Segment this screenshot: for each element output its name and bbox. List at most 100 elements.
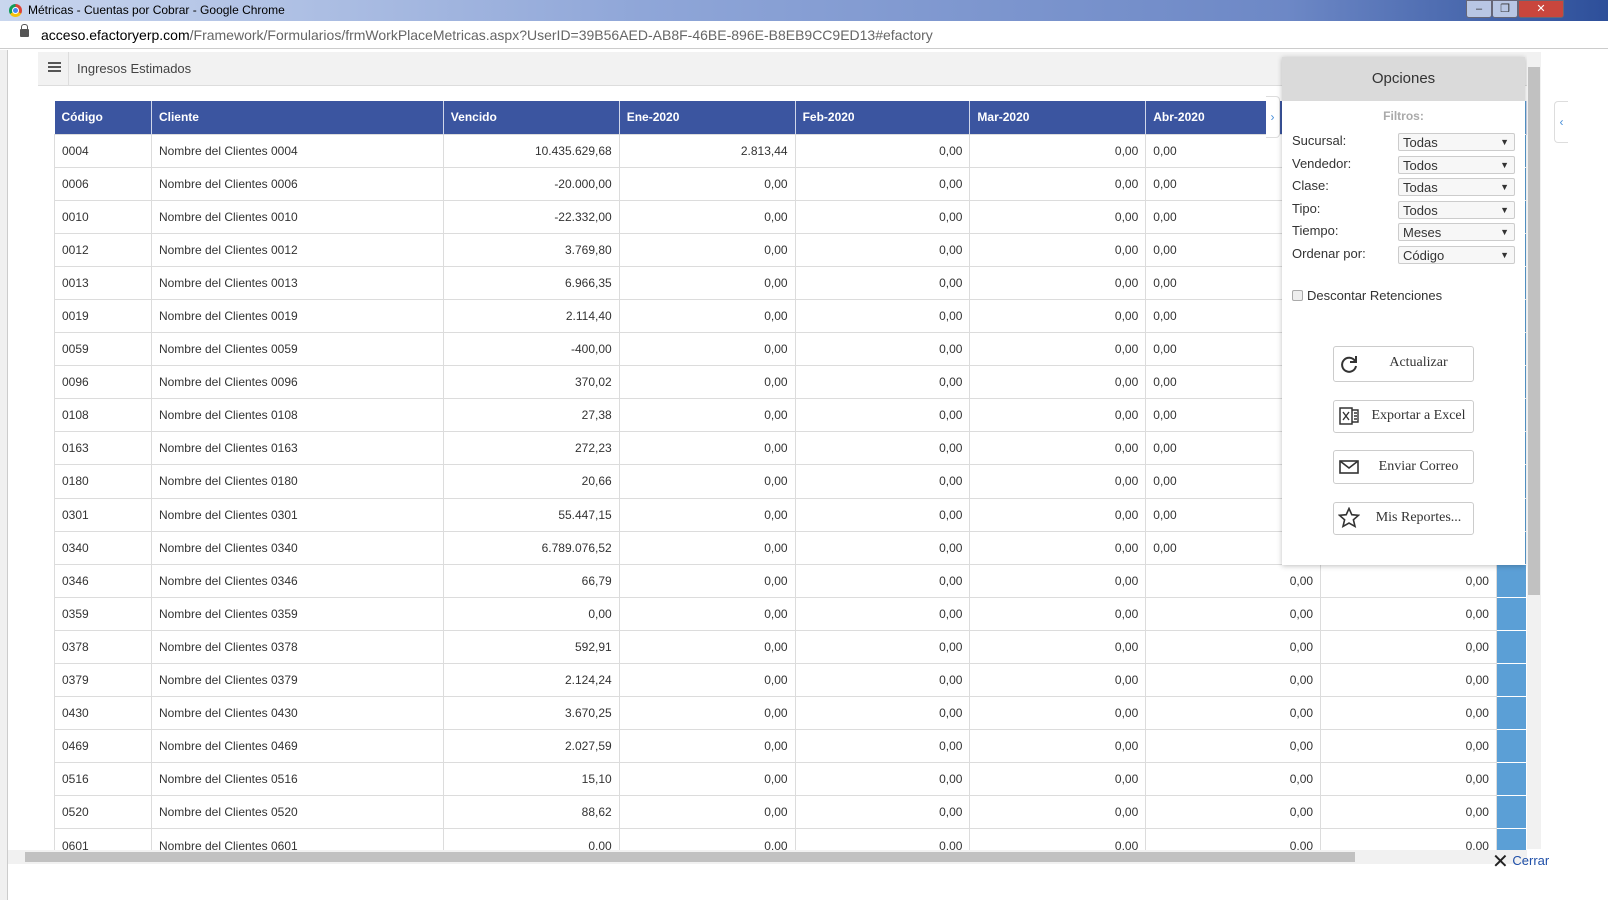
filter-row: Vendedor: Todos — [1292, 155, 1516, 176]
accent-cell — [1495, 729, 1527, 764]
column-header[interactable]: Código — [54, 101, 152, 134]
cliente-cell: Nombre del Clientes 0163 — [150, 431, 444, 466]
table-row[interactable]: 0108 Nombre del Clientes 0108 27,38 0,00 0,0… — [54, 398, 1527, 433]
column-header[interactable]: Vencido — [443, 101, 620, 134]
filter-select[interactable]: Todos — [1398, 155, 1515, 174]
column-header[interactable]: Cliente — [151, 101, 444, 134]
filter-select[interactable]: Todas — [1398, 133, 1515, 151]
scroll-thumb[interactable] — [25, 852, 1355, 862]
codigo-cell: 0520 — [54, 795, 152, 830]
codigo-cell: 0019 — [54, 298, 152, 334]
vencido-cell: 66,79 — [442, 563, 620, 598]
column-header[interactable]: Feb-2020 — [795, 101, 971, 134]
mar-cell: 0,00 — [969, 696, 1147, 731]
cliente-cell: Nombre del Clientes 0096 — [150, 365, 444, 400]
table-row[interactable]: 0340 Nombre del Clientes 0340 6.789.076,52… — [54, 530, 1527, 565]
options-panel: Opciones Filtros: Sucursal: Todas Vendedor… — [1282, 57, 1525, 565]
checkbox-label: Descontar Retenciones — [1307, 288, 1443, 303]
mar-cell: 0,00 — [969, 629, 1147, 665]
table-row[interactable]: 0378 Nombre del Clientes 0378 592,91 0,00 0,… — [54, 629, 1527, 665]
maximize-button[interactable]: ❐ — [1492, 0, 1518, 18]
feb-cell: 0,00 — [794, 629, 971, 665]
mis-reportes-button[interactable]: Mis Reportes... — [1333, 502, 1474, 535]
mail-icon — [1339, 460, 1359, 474]
refresh-icon — [1341, 356, 1357, 373]
table-row[interactable]: 0379 Nombre del Clientes 0379 2.124,24 0,00… — [54, 662, 1527, 698]
cliente-cell: Nombre del Clientes 0019 — [150, 298, 444, 334]
codigo-cell: 0059 — [54, 332, 152, 367]
vertical-scrollbar[interactable] — [1527, 52, 1541, 849]
month-cell: 0,00 — [1320, 696, 1497, 731]
table-row[interactable]: 0601 Nombre del Clientes 0601 0,00 0,00 0,00… — [54, 828, 1527, 850]
filter-select[interactable]: Meses — [1398, 223, 1515, 241]
feb-cell: 0,00 — [794, 795, 971, 830]
ene-cell: 0,00 — [618, 166, 796, 201]
table-row[interactable]: 0520 Nombre del Clientes 0520 88,62 0,00 0,0… — [54, 795, 1527, 830]
accent-cell — [1495, 795, 1527, 830]
vencido-cell: 15,10 — [442, 762, 620, 797]
mar-cell: 0,00 — [969, 662, 1147, 698]
ene-cell: 0,00 — [618, 696, 796, 731]
codigo-cell: 0012 — [54, 232, 152, 267]
codigo-cell: 0430 — [54, 696, 152, 731]
scroll-thumb[interactable] — [1528, 67, 1540, 595]
vencido-cell: 370,02 — [442, 365, 620, 400]
filter-select[interactable]: Código — [1398, 245, 1515, 264]
report-title: Ingresos Estimados — [77, 61, 192, 76]
vencido-cell: 3.670,25 — [442, 696, 620, 731]
ene-cell: 0,00 — [618, 563, 796, 598]
codigo-cell: 0301 — [54, 497, 152, 532]
menu-list-icon[interactable] — [48, 62, 61, 74]
filter-select[interactable]: Todos — [1398, 200, 1515, 219]
minimize-button[interactable]: – — [1466, 0, 1492, 18]
filter-select[interactable]: Todas — [1398, 178, 1515, 196]
expand-panel-tab[interactable]: ‹ — [1554, 101, 1568, 143]
cliente-cell: Nombre del Clientes 0340 — [150, 530, 444, 565]
chrome-logo-icon — [9, 4, 22, 17]
checkbox-box[interactable] — [1292, 290, 1303, 301]
ene-cell: 0,00 — [618, 596, 796, 631]
table-row[interactable]: 0516 Nombre del Clientes 0516 15,10 0,00 0,0… — [54, 762, 1527, 797]
close-button[interactable]: ✕ Cerrar — [1492, 851, 1550, 873]
abr-cell: 0,00 — [1145, 762, 1322, 797]
feb-cell: 0,00 — [794, 596, 971, 631]
close-window-button[interactable]: ✕ — [1518, 0, 1564, 18]
codigo-cell: 0108 — [54, 398, 152, 433]
ene-cell: 0,00 — [618, 298, 796, 334]
vencido-cell: 6.789.076,52 — [442, 530, 620, 565]
enviar-correo-button[interactable]: Enviar Correo — [1333, 450, 1474, 484]
filter-row: Sucursal: Todas — [1292, 133, 1516, 153]
filter-label: Vendedor: — [1292, 155, 1352, 171]
mar-cell: 0,00 — [969, 530, 1147, 565]
filters-label: Filtros: — [1383, 109, 1424, 123]
collapse-panel-tab[interactable]: › — [1266, 96, 1280, 138]
abr-cell: 0,00 — [1145, 696, 1322, 731]
codigo-cell: 0378 — [54, 629, 152, 665]
mar-cell: 0,00 — [969, 398, 1147, 433]
report-toolbar: Ingresos Estimados — [38, 52, 1528, 86]
actualizar-button[interactable]: Actualizar — [1333, 346, 1474, 382]
window-title: Métricas - Cuentas por Cobrar - Google C… — [28, 3, 285, 17]
feb-cell: 0,00 — [794, 828, 971, 850]
ene-cell: 0,00 — [618, 662, 796, 698]
ene-cell: 0,00 — [618, 795, 796, 830]
exportar-excel-button[interactable]: Exportar a Excel — [1333, 400, 1474, 433]
month-cell: 0,00 — [1320, 762, 1497, 797]
table-row[interactable]: 0430 Nombre del Clientes 0430 3.670,25 0,00… — [54, 696, 1527, 731]
url-text[interactable]: acceso.efactoryerp.com/Framework/Formula… — [41, 27, 933, 43]
table-row[interactable]: 0469 Nombre del Clientes 0469 2.027,59 0,00… — [54, 729, 1527, 764]
horizontal-scrollbar[interactable] — [8, 850, 1527, 864]
descontar-retenciones-checkbox[interactable]: Descontar Retenciones — [1292, 288, 1442, 303]
table-row[interactable]: 0346 Nombre del Clientes 0346 66,79 0,00 0,0… — [54, 563, 1527, 598]
table-row[interactable]: 0359 Nombre del Clientes 0359 0,00 0,00 0,00… — [54, 596, 1527, 631]
ene-cell: 0,00 — [618, 629, 796, 665]
address-bar[interactable]: acceso.efactoryerp.com/Framework/Formula… — [0, 21, 1608, 49]
mar-cell: 0,00 — [969, 464, 1147, 499]
mar-cell: 0,00 — [969, 762, 1147, 797]
ene-cell: 0,00 — [618, 232, 796, 267]
column-header[interactable]: Ene-2020 — [619, 101, 796, 134]
column-header[interactable]: Mar-2020 — [969, 101, 1147, 134]
codigo-cell: 0180 — [54, 464, 152, 499]
cliente-cell: Nombre del Clientes 0359 — [150, 596, 444, 631]
feb-cell: 0,00 — [794, 431, 971, 466]
